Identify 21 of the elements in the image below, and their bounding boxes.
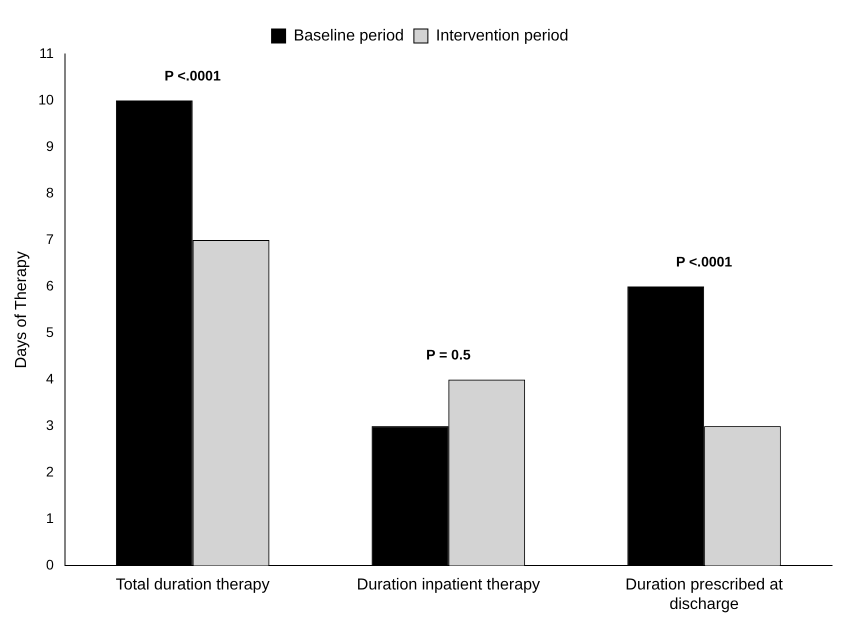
annotation: P <.0001 (676, 253, 732, 270)
legend-label: Baseline period (294, 27, 404, 44)
annotation: P <.0001 (164, 67, 221, 84)
x-tick-label: Duration prescribed at discharge (625, 576, 784, 613)
y-tick-label: 8 (46, 184, 54, 200)
y-tick-label: 3 (46, 416, 54, 433)
y-tick-label: 4 (46, 370, 54, 386)
y-tick-label: 0 (46, 556, 54, 572)
y-tick-label: 7 (46, 230, 54, 247)
y-tick-label: 1 (46, 510, 54, 526)
y-tick-label: 11 (39, 44, 54, 61)
y-tick-label: 9 (46, 138, 54, 154)
y-tick-label: 5 (46, 324, 54, 340)
y-tick-label: 2 (46, 463, 54, 480)
y-tick-label: 6 (46, 277, 54, 294)
annotation: P = 0.5 (426, 346, 471, 362)
y-tick-label: 10 (38, 91, 54, 108)
legend-label: Intervention period (436, 27, 568, 44)
x-tick-label: Total duration therapy (116, 576, 270, 594)
y-axis-title: Days of Therapy (13, 251, 30, 368)
x-tick-label: Duration inpatient therapy (356, 576, 540, 594)
